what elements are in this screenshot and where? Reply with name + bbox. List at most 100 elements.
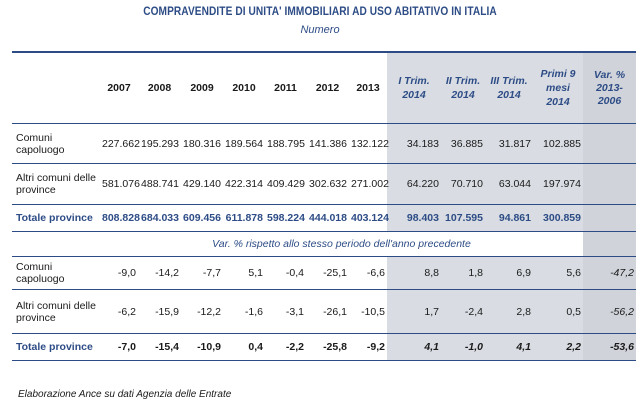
cell: 31.817 <box>485 123 533 164</box>
col-header: II Trim. 2014 <box>441 51 485 124</box>
col-header: 2012 <box>306 51 349 124</box>
cell: 63.044 <box>485 163 533 205</box>
cell: 684.033 <box>138 204 181 232</box>
cell: 64.220 <box>387 163 441 205</box>
cell <box>583 204 636 232</box>
col-header: 2013 <box>349 51 387 124</box>
cell: -9,2 <box>349 333 387 361</box>
cell: 94.861 <box>485 204 533 232</box>
cell: 409.429 <box>265 163 306 205</box>
cell: 429.140 <box>181 163 223 205</box>
cell: -15,4 <box>138 333 181 361</box>
cell: 227.662 <box>100 123 140 164</box>
row-label: Totale province <box>12 333 100 361</box>
cell: 422.314 <box>223 163 265 205</box>
cell <box>583 163 636 205</box>
cell: 36.885 <box>441 123 485 164</box>
cell: -9,0 <box>100 256 138 290</box>
col-header: Var. % 2013-2006 <box>583 51 636 124</box>
cell: -2,2 <box>265 333 306 361</box>
cell: 403.124 <box>349 204 389 232</box>
cell: 302.632 <box>306 163 349 205</box>
cell: 0,5 <box>533 289 583 334</box>
cell: 132.122 <box>349 123 389 164</box>
section-header-row: Var. % rispetto allo stesso periodo dell… <box>12 231 636 257</box>
cell: 444.018 <box>306 204 349 232</box>
cell: -15,9 <box>138 289 181 334</box>
cell: -56,2 <box>583 289 636 334</box>
data-table: 2007 2008 2009 2010 2011 2012 2013 I Tri… <box>12 51 636 361</box>
cell: -1,0 <box>441 333 485 361</box>
row-label: Comuni capoluogo <box>12 123 100 164</box>
cell: -53,6 <box>583 333 636 361</box>
cell: -7,7 <box>181 256 223 290</box>
cell: -2,4 <box>441 289 485 334</box>
cell: 70.710 <box>441 163 485 205</box>
cell: 4,1 <box>485 333 533 361</box>
cell: -10,9 <box>181 333 223 361</box>
cell: -25,1 <box>306 256 349 290</box>
col-header: 2010 <box>223 51 265 124</box>
cell: -47,2 <box>583 256 636 290</box>
cell: 5,1 <box>223 256 265 290</box>
col-header: 2008 <box>138 51 181 124</box>
cell: 34.183 <box>387 123 441 164</box>
cell: 4,1 <box>387 333 441 361</box>
cell: 195.293 <box>138 123 181 164</box>
row-label: Comuni capoluogo <box>12 256 100 290</box>
cell: 98.403 <box>387 204 441 232</box>
cell: 107.595 <box>441 204 485 232</box>
row-label: Totale province <box>12 204 100 232</box>
col-header: I Trim. 2014 <box>387 51 441 124</box>
cell: -7,0 <box>100 333 138 361</box>
cell: -14,2 <box>138 256 181 290</box>
cell: 102.885 <box>533 123 583 164</box>
col-header: III Trim. 2014 <box>485 51 533 124</box>
cell: 271.002 <box>349 163 389 205</box>
cell: 197.974 <box>533 163 583 205</box>
cell: 141.386 <box>306 123 349 164</box>
section-label: Var. % rispetto allo stesso periodo dell… <box>100 231 583 257</box>
col-header: 2007 <box>100 51 138 124</box>
cell: 611.878 <box>223 204 265 232</box>
cell: -6,2 <box>100 289 138 334</box>
cell: 1,7 <box>387 289 441 334</box>
cell: -0,4 <box>265 256 306 290</box>
row-label: Altri comuni delle province <box>12 163 100 205</box>
cell: 6,9 <box>485 256 533 290</box>
cell: -26,1 <box>306 289 349 334</box>
cell: 300.859 <box>533 204 583 232</box>
cell: -10,5 <box>349 289 387 334</box>
table-row: Comuni capoluogo -9,0 -14,2 -7,7 5,1 -0,… <box>12 256 636 290</box>
table-row: Altri comuni delle province -6,2 -15,9 -… <box>12 289 636 334</box>
cell: 808.828 <box>100 204 140 232</box>
cell: 189.564 <box>223 123 265 164</box>
table-subtitle: Numero <box>300 24 340 36</box>
cell: -1,6 <box>223 289 265 334</box>
cell: 2,8 <box>485 289 533 334</box>
col-header: 2011 <box>265 51 306 124</box>
cell: -25,8 <box>306 333 349 361</box>
cell <box>583 123 636 164</box>
table-row: Altri comuni delle province 581.076 488.… <box>12 163 636 205</box>
col-header: Primi 9 mesi 2014 <box>533 51 583 124</box>
row-label: Altri comuni delle province <box>12 289 100 334</box>
cell: 8,8 <box>387 256 441 290</box>
table-title: COMPRAVENDITE DI UNITA' IMMOBILIARI AD U… <box>143 6 497 18</box>
cell: 598.224 <box>265 204 306 232</box>
source-note: Elaborazione Ance su dati Agenzia delle … <box>18 389 232 400</box>
table-row-total: Totale province -7,0 -15,4 -10,9 0,4 -2,… <box>12 333 636 361</box>
cell: 188.795 <box>265 123 306 164</box>
header-row: 2007 2008 2009 2010 2011 2012 2013 I Tri… <box>12 51 636 124</box>
table-row: Comuni capoluogo 227.662 195.293 180.316… <box>12 123 636 164</box>
cell: 0,4 <box>223 333 265 361</box>
table-row-total: Totale province 808.828 684.033 609.456 … <box>12 204 636 232</box>
cell: 581.076 <box>100 163 140 205</box>
cell: 609.456 <box>181 204 223 232</box>
cell: 5,6 <box>533 256 583 290</box>
cell: 180.316 <box>181 123 223 164</box>
cell: 2,2 <box>533 333 583 361</box>
col-header: 2009 <box>181 51 223 124</box>
cell: 1,8 <box>441 256 485 290</box>
cell: -6,6 <box>349 256 387 290</box>
